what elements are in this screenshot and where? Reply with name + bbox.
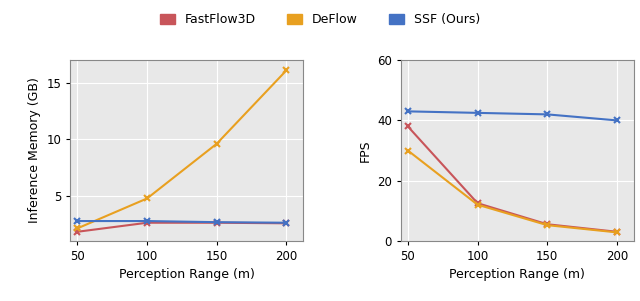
X-axis label: Perception Range (m): Perception Range (m): [449, 268, 585, 281]
Y-axis label: Inference Memory (GB): Inference Memory (GB): [28, 78, 41, 223]
Legend: FastFlow3D, DeFlow, SSF (Ours): FastFlow3D, DeFlow, SSF (Ours): [156, 9, 484, 30]
X-axis label: Perception Range (m): Perception Range (m): [119, 268, 255, 281]
Y-axis label: FPS: FPS: [358, 139, 371, 162]
